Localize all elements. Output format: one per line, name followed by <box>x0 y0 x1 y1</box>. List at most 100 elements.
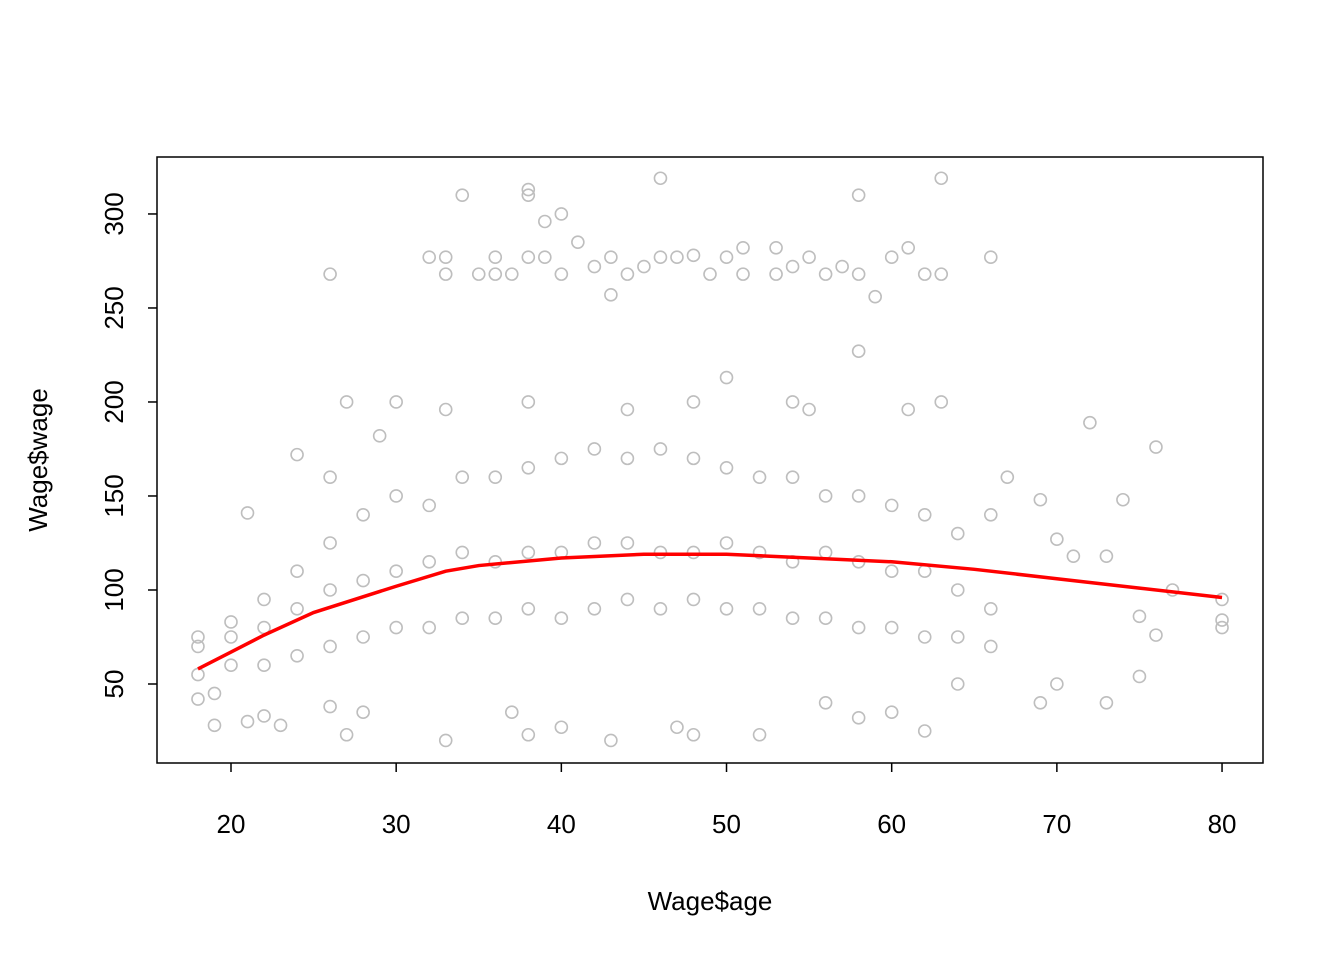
point <box>521 188 536 202</box>
y-tick-label: 50 <box>99 670 129 699</box>
point <box>224 615 238 629</box>
point <box>455 470 470 484</box>
point <box>438 250 453 265</box>
point <box>1215 592 1229 607</box>
point <box>521 395 536 409</box>
point <box>785 470 800 484</box>
point <box>769 267 783 281</box>
point <box>835 259 849 274</box>
point <box>1149 628 1163 642</box>
point <box>191 639 205 654</box>
point <box>686 545 701 560</box>
point <box>719 536 734 550</box>
point <box>785 611 800 625</box>
y-tick-label: 100 <box>99 568 129 611</box>
point <box>389 489 403 503</box>
point <box>802 250 816 265</box>
point <box>521 545 536 560</box>
x-tick-label: 20 <box>217 809 246 839</box>
point <box>983 250 998 265</box>
point <box>719 370 734 385</box>
point <box>207 686 222 701</box>
point <box>323 583 337 597</box>
point <box>240 714 255 729</box>
point <box>587 259 602 274</box>
point <box>752 470 767 484</box>
point <box>356 573 370 588</box>
point <box>422 554 437 569</box>
point <box>1132 669 1147 684</box>
point <box>818 611 833 625</box>
point <box>1050 532 1064 547</box>
y-tick-label: 250 <box>99 286 129 329</box>
point <box>257 592 271 607</box>
point <box>488 250 503 265</box>
point <box>504 705 519 719</box>
point <box>356 507 370 522</box>
point <box>1215 620 1229 635</box>
point <box>207 718 222 733</box>
y-axis-title: Wage$wage <box>23 388 53 532</box>
point <box>851 620 866 635</box>
point <box>488 267 503 281</box>
point <box>521 727 536 742</box>
fit-line <box>197 552 1223 671</box>
point <box>620 536 635 550</box>
point <box>934 171 949 186</box>
point <box>455 545 470 560</box>
y-tick-label: 300 <box>99 192 129 235</box>
point <box>323 639 337 654</box>
point <box>950 526 965 541</box>
point <box>917 724 932 738</box>
point <box>620 402 635 417</box>
point <box>917 630 932 644</box>
y-tick-label: 150 <box>99 474 129 517</box>
point <box>637 259 651 274</box>
point <box>901 241 916 255</box>
point <box>273 718 288 733</box>
point <box>604 250 618 265</box>
point <box>934 395 949 409</box>
point <box>670 720 684 735</box>
point <box>653 601 668 616</box>
point <box>686 451 701 466</box>
point <box>620 592 635 607</box>
point <box>323 470 337 484</box>
point <box>224 630 238 644</box>
point <box>703 267 717 281</box>
point <box>257 709 271 723</box>
point <box>323 699 337 714</box>
point <box>604 288 618 302</box>
point <box>917 267 932 281</box>
point <box>934 267 949 281</box>
point <box>504 267 519 281</box>
point <box>538 214 552 229</box>
point <box>1083 415 1097 430</box>
point <box>290 601 304 616</box>
point <box>752 545 767 560</box>
point <box>719 250 734 265</box>
point <box>422 498 437 513</box>
point <box>802 402 816 417</box>
point <box>389 564 403 578</box>
point <box>356 705 370 719</box>
point <box>604 733 618 748</box>
point <box>620 267 635 281</box>
point <box>240 506 255 520</box>
point <box>257 658 271 672</box>
point <box>653 250 668 265</box>
point <box>224 658 238 672</box>
point <box>686 592 701 607</box>
x-tick-label: 40 <box>547 809 576 839</box>
point <box>670 250 684 265</box>
point <box>372 429 387 443</box>
point <box>438 402 453 417</box>
point <box>851 267 866 281</box>
point <box>851 344 866 359</box>
point <box>1066 549 1081 563</box>
point <box>422 620 437 635</box>
point <box>1050 677 1064 691</box>
point <box>1099 549 1114 563</box>
point <box>950 583 965 597</box>
